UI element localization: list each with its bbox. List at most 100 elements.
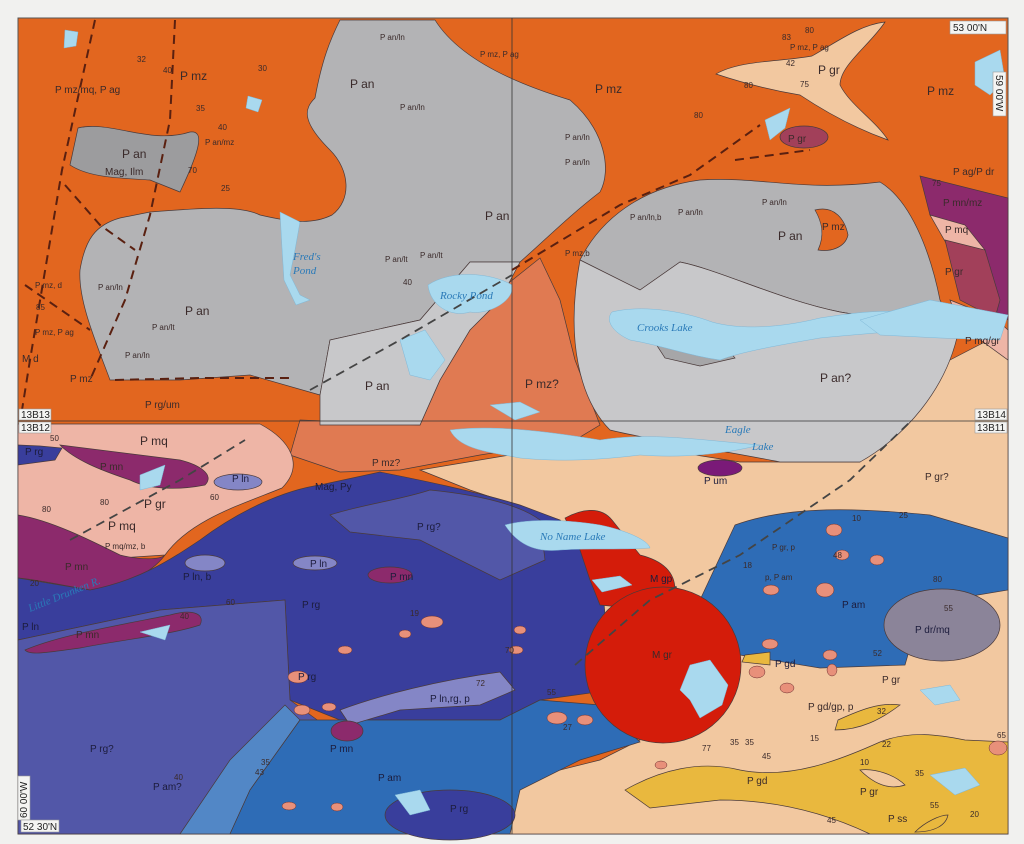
unit-p-an [79, 19, 606, 396]
unit-label: P rg [302, 600, 320, 611]
unit-label: P an [185, 304, 209, 318]
unit-label: P an/ln [762, 198, 787, 207]
unit-label: P gr [945, 267, 964, 278]
unit-p-ln-pod-3 [292, 555, 338, 571]
dip-value: 35 [745, 738, 754, 747]
dip-value: 80 [694, 111, 703, 120]
unit-p-mn-pod-2 [330, 720, 364, 742]
unit-label: P mq [108, 519, 136, 533]
unit-p-rg-north [17, 444, 63, 466]
dip-value: 10 [852, 514, 861, 523]
unit-label: P dr/mq [915, 625, 950, 636]
unit-p-mz-inlier [814, 208, 849, 251]
dip-value: 43 [255, 768, 264, 777]
dip-value: 40 [174, 773, 183, 782]
unit-label: P gr [788, 134, 807, 145]
unit-label: P an/ln [565, 133, 590, 142]
sheet-13b11: 13B11 [977, 423, 1006, 434]
dip-value: 15 [810, 734, 819, 743]
dip-value: 10 [860, 758, 869, 767]
unit-label: P mn [76, 630, 99, 641]
lake-chain-3 [449, 427, 761, 461]
dip-value: 55 [930, 801, 939, 810]
unit-p-gr-pod [779, 125, 829, 149]
p-pods [281, 523, 1008, 812]
unit-p-dr-mq [883, 588, 1001, 662]
dip-value: 72 [476, 679, 485, 688]
unit-p-mn-band-3 [24, 611, 202, 654]
unit-label: P rg [450, 804, 468, 815]
dip-value: 40 [180, 612, 189, 621]
dip-value: 75 [932, 179, 941, 188]
dip-value: 60 [210, 493, 219, 502]
faults [21, 19, 913, 666]
lake-name-crooks-lake: Crooks Lake [637, 322, 693, 334]
dip-value: 35 [915, 769, 924, 778]
lake-small-7 [929, 767, 981, 796]
dip-value: 25 [899, 511, 908, 520]
lake-no-name-lake [504, 520, 651, 551]
unit-label: P rg? [90, 744, 114, 755]
unit-label: P ss [888, 814, 907, 825]
unit-label: P mz [70, 374, 93, 385]
unit-label: P mq [140, 434, 168, 448]
lake-name-rocky-pond: Rocky Pond [439, 290, 493, 302]
lake-name-lake: Lake [751, 441, 774, 453]
unit-label: P an/ln [400, 103, 425, 112]
unit-label: M gp [650, 574, 673, 585]
dip-value: 35 [730, 738, 739, 747]
unit-p-mn-band-2 [17, 514, 166, 591]
unit-label: P an/ln [565, 158, 590, 167]
sheet-13b14: 13B14 [977, 410, 1006, 421]
dip-value: 30 [258, 64, 267, 73]
unit-label: P mn [65, 562, 88, 573]
unit-p-an-mag-ilm [69, 126, 200, 193]
unit-label: Mag, Ilm [105, 167, 143, 178]
unit-label: P gr [818, 63, 840, 77]
unit-label: Mag, Py [315, 482, 352, 493]
sheet-labels: 13B13 13B12 13B14 13B11 53 00'N 59 00'W … [17, 20, 1008, 833]
dip-value: 60 [226, 598, 235, 607]
dip-value: 40 [403, 278, 412, 287]
unit-label: P mz [822, 222, 845, 233]
dip-value: 25 [221, 184, 230, 193]
unit-p-an-query [573, 259, 961, 463]
unit-p-gr-lens [859, 769, 906, 788]
unit-label: M gr [652, 650, 673, 661]
unit-label: P an/ln,b [630, 213, 662, 222]
dip-value: 40 [163, 66, 172, 75]
unit-label: P gd/gp, p [808, 702, 854, 713]
dip-value: 83 [782, 33, 791, 42]
unit-label: P gr [882, 675, 901, 686]
dip-value: 35 [196, 104, 205, 113]
sheet-13b12: 13B12 [21, 423, 50, 434]
unit-label: P mz, P ag [480, 50, 519, 59]
coord-bottom-left: 52 30'N [23, 822, 57, 833]
unit-label: P gr? [925, 472, 949, 483]
lake-small-8 [394, 789, 431, 816]
unit-label: P rg/um [145, 400, 180, 411]
unit-label: P mn [100, 462, 123, 473]
dip-value: 80 [42, 505, 51, 514]
dip-value: 80 [100, 498, 109, 507]
dip-value: 35 [261, 758, 270, 767]
lake-name-no-name-lake: No Name Lake [539, 531, 606, 543]
unit-label: P an [778, 229, 802, 243]
lake-eagle-channel [859, 299, 1009, 341]
unit-m-gr [584, 586, 742, 744]
unit-label: P mn [390, 572, 413, 583]
unit-label: P an [365, 379, 389, 393]
dip-value: 80 [805, 26, 814, 35]
unit-label: P ag/P dr [953, 167, 995, 178]
unit-label: P an/lt [420, 251, 443, 260]
unit-label: P am [842, 600, 865, 611]
dip-value: 45 [762, 752, 771, 761]
unit-label: P gr [144, 497, 166, 511]
unit-label: P mz [180, 69, 207, 83]
unit-p-gd-small [741, 651, 771, 666]
dip-value: 42 [786, 59, 795, 68]
unit-label: P ln [232, 474, 249, 485]
map-units [17, 19, 1009, 841]
coord-left-lon: 60 00'W [19, 781, 30, 818]
